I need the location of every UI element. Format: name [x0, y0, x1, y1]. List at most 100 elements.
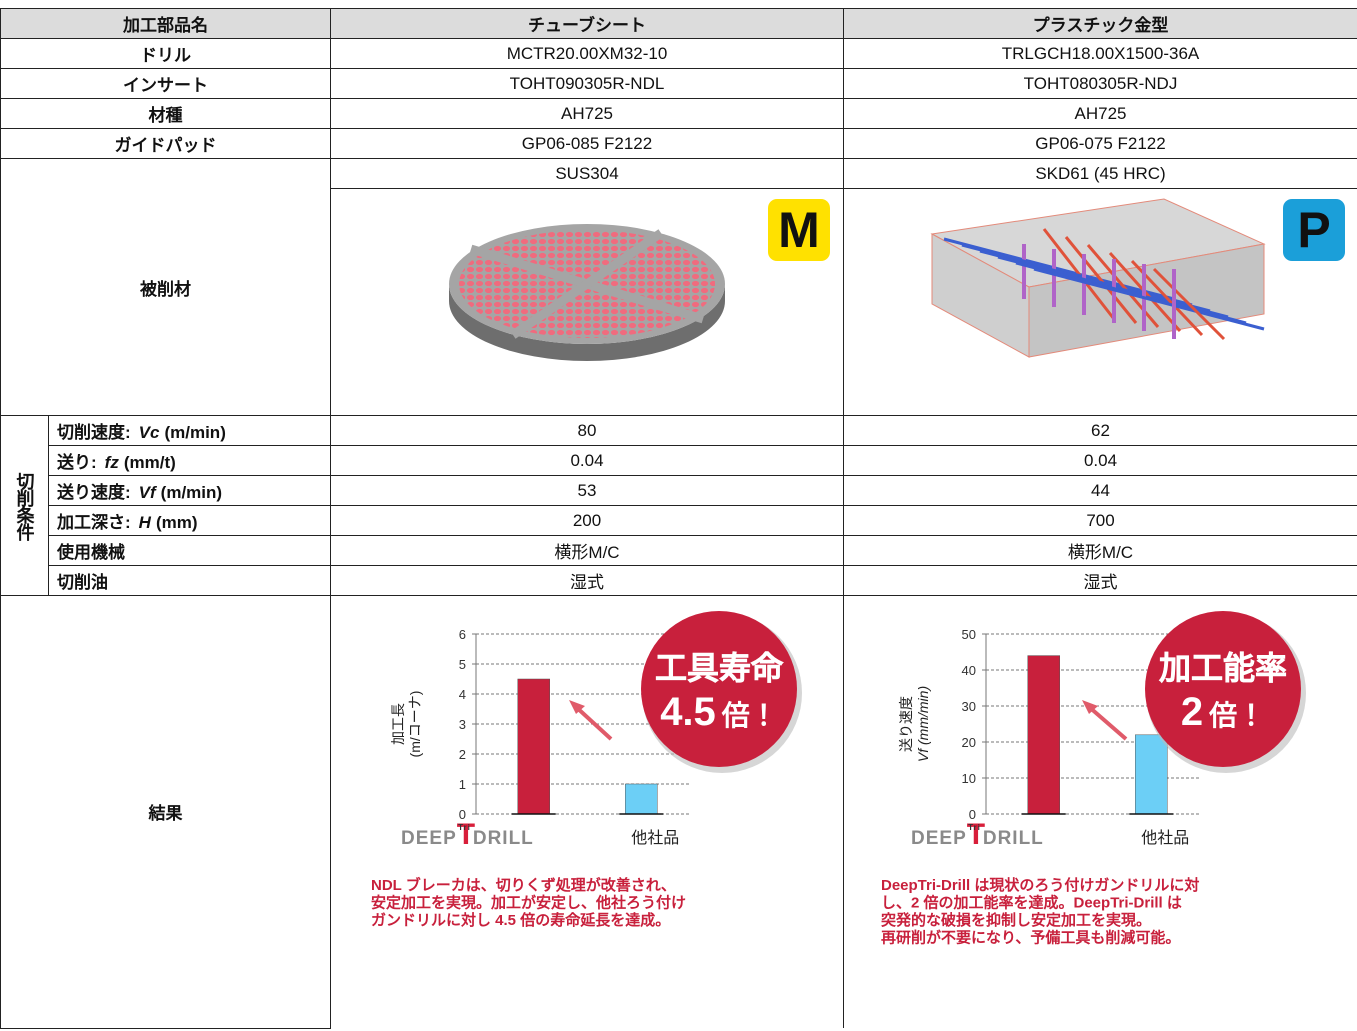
table-row: 加工部品名 チューブシート プラスチック金型: [0, 8, 1357, 39]
condition-name: 使用機械: [48, 535, 331, 566]
header-cell: 加工部品名: [0, 8, 331, 39]
y-tick-label: 0: [969, 807, 976, 822]
table-row: 切削油 湿式 湿式: [1, 565, 1357, 596]
row-value: GP06-075 F2122: [843, 128, 1357, 159]
bar: [1027, 655, 1060, 815]
y-tick-label: 30: [962, 699, 976, 714]
condition-label: 加工深さ:: [57, 513, 131, 532]
workpiece-image: [449, 224, 725, 361]
material: SKD61 (45 HRC): [843, 158, 1357, 189]
callout-circle: [641, 611, 797, 767]
result-cell: 0 10 20 30 40 50 送り速度 Vf (mm/min) 他社品 DEEPTTriDRI…: [843, 595, 1357, 1028]
red-hole: [1152, 267, 1226, 341]
condition-unit: (m/min): [164, 423, 226, 442]
table-row: ドリル MCTR20.00XM32-10 TRLGCH18.00X1500-36A: [0, 38, 1357, 69]
y-axis-label: (m/コーナ): [407, 691, 423, 758]
y-axis-label: Vf (mm/min): [915, 686, 931, 762]
condition-name: 切削速度: Vc (m/min): [48, 415, 331, 446]
logo: DEEPTTriDRILL: [911, 818, 1044, 851]
y-tick-label: 0: [459, 807, 466, 822]
bar: [517, 678, 550, 815]
condition-unit: (m/min): [160, 483, 223, 502]
logo-drill: DRILL: [983, 828, 1044, 849]
logo-tri: Tri: [968, 823, 981, 832]
table-row: 送り速度: Vf (m/min) 53 44: [1, 475, 1357, 506]
callout-number: 2: [1181, 690, 1203, 734]
arrow-head: [1082, 700, 1098, 714]
material-badge: M: [768, 199, 830, 261]
row-value: AH725: [843, 98, 1357, 129]
spec-table-wrap: 加工部品名 チューブシート プラスチック金型 ドリル MCTR20.00XM32-10 T…: [0, 8, 1357, 1029]
callout-number: 4.5: [660, 690, 716, 734]
condition-label: 切削速度:: [57, 423, 131, 442]
condition-name: 切削油: [48, 565, 331, 596]
result-note: 突発的な破損を抑制し安定加工を実現。: [881, 911, 1151, 929]
condition-label: 送り速度:: [57, 483, 131, 502]
disk-side: [449, 284, 725, 361]
callout-circle: [1145, 611, 1301, 767]
condition-value: 200: [330, 505, 844, 536]
table-row: 材種 AH725 AH725: [0, 98, 1357, 129]
row-label: 被削材: [0, 158, 331, 416]
y-tick-label: 4: [459, 687, 466, 702]
red-hole: [1086, 244, 1160, 328]
material: SUS304: [330, 158, 844, 189]
table-row: インサート TOHT090305R-NDL TOHT080305R-NDJ: [0, 68, 1357, 99]
condition-value: 53: [330, 475, 844, 506]
row-label: 材種: [0, 98, 331, 129]
bar: [625, 783, 658, 815]
condition-group-label: 切削条件: [0, 415, 49, 596]
row-value: TOHT080305R-NDJ: [843, 68, 1357, 99]
table-row: 送り: fz (mm/t) 0.04 0.04: [1, 445, 1357, 476]
logo-t: T: [967, 818, 986, 851]
table-row: 使用機械 横形M/C 横形M/C: [1, 535, 1357, 566]
condition-value: 44: [843, 475, 1357, 506]
row-value: AH725: [330, 98, 844, 129]
callout-unit: 倍！: [1208, 700, 1265, 731]
y-tick-label: 2: [459, 747, 466, 762]
table-row: ガイドパッド GP06-085 F2122 GP06-075 F2122: [0, 128, 1357, 159]
table-row: 切削条件 切削速度: Vc (m/min) 80 62: [0, 415, 1357, 596]
block-side: [1028, 243, 1265, 358]
condition-symbol: fz: [104, 453, 119, 472]
callout-title: 加工能率: [1159, 650, 1287, 686]
y-tick-label: 5: [459, 657, 466, 672]
y-axis-label: 加工長: [390, 703, 406, 745]
table-row: 被削材 SUS304 SKD61 (45 HRC): [0, 158, 1357, 416]
callout-ratio: 2 倍！: [1181, 690, 1265, 734]
logo-t: T: [457, 818, 476, 851]
arrow-head: [569, 700, 585, 714]
condition-label: 切削油: [57, 573, 108, 592]
condition-unit: (mm): [155, 513, 198, 532]
result-note: 再研削が不要になり、予備工具も削減可能。: [881, 929, 1180, 947]
logo-drill: DRILL: [473, 828, 534, 849]
y-tick-label: 3: [459, 717, 466, 732]
condition-name: 送り: fz (mm/t): [48, 445, 331, 476]
condition-value: 0.04: [843, 445, 1357, 476]
result-chart: 0 10 20 30 40 50 送り速度 Vf (mm/min) 他社品 DEEPTTriDRI…: [881, 611, 1306, 947]
red-hole: [1064, 236, 1138, 324]
groove: [510, 229, 664, 339]
y-tick-label: 6: [459, 627, 466, 642]
result-note: し、2 倍の加工能率を達成。DeepTri-Drill は: [881, 894, 1182, 912]
y-tick-label: 40: [962, 663, 976, 678]
table-row: 加工深さ: H (mm) 200 700: [1, 505, 1357, 536]
logo-deep: DEEP: [401, 828, 457, 849]
condition-name: 加工深さ: H (mm): [48, 505, 331, 536]
y-tick-label: 50: [962, 627, 976, 642]
y-tick-label: 1: [459, 777, 466, 792]
y-axis-label: 送り速度: [898, 696, 914, 752]
row-label: ガイドパッド: [0, 128, 331, 159]
workpiece-image-cell: M: [330, 188, 844, 416]
y-tick-label: 10: [962, 771, 976, 786]
condition-unit: (mm/t): [123, 453, 176, 472]
bar: [1135, 734, 1168, 815]
condition-symbol: Vf: [138, 483, 156, 502]
logo: DEEPTTriDRILL: [401, 818, 534, 851]
condition-value: 700: [843, 505, 1357, 536]
condition-label: 送り:: [57, 453, 97, 472]
result-cell: 0 1 2 3 4 5 6 加工長 (m/コーナ) 他社品 DEEPTTriDRILL 工具寿命 4.5…: [330, 595, 844, 1028]
condition-value: 湿式: [843, 565, 1357, 596]
blue-hole: [1033, 267, 1265, 331]
